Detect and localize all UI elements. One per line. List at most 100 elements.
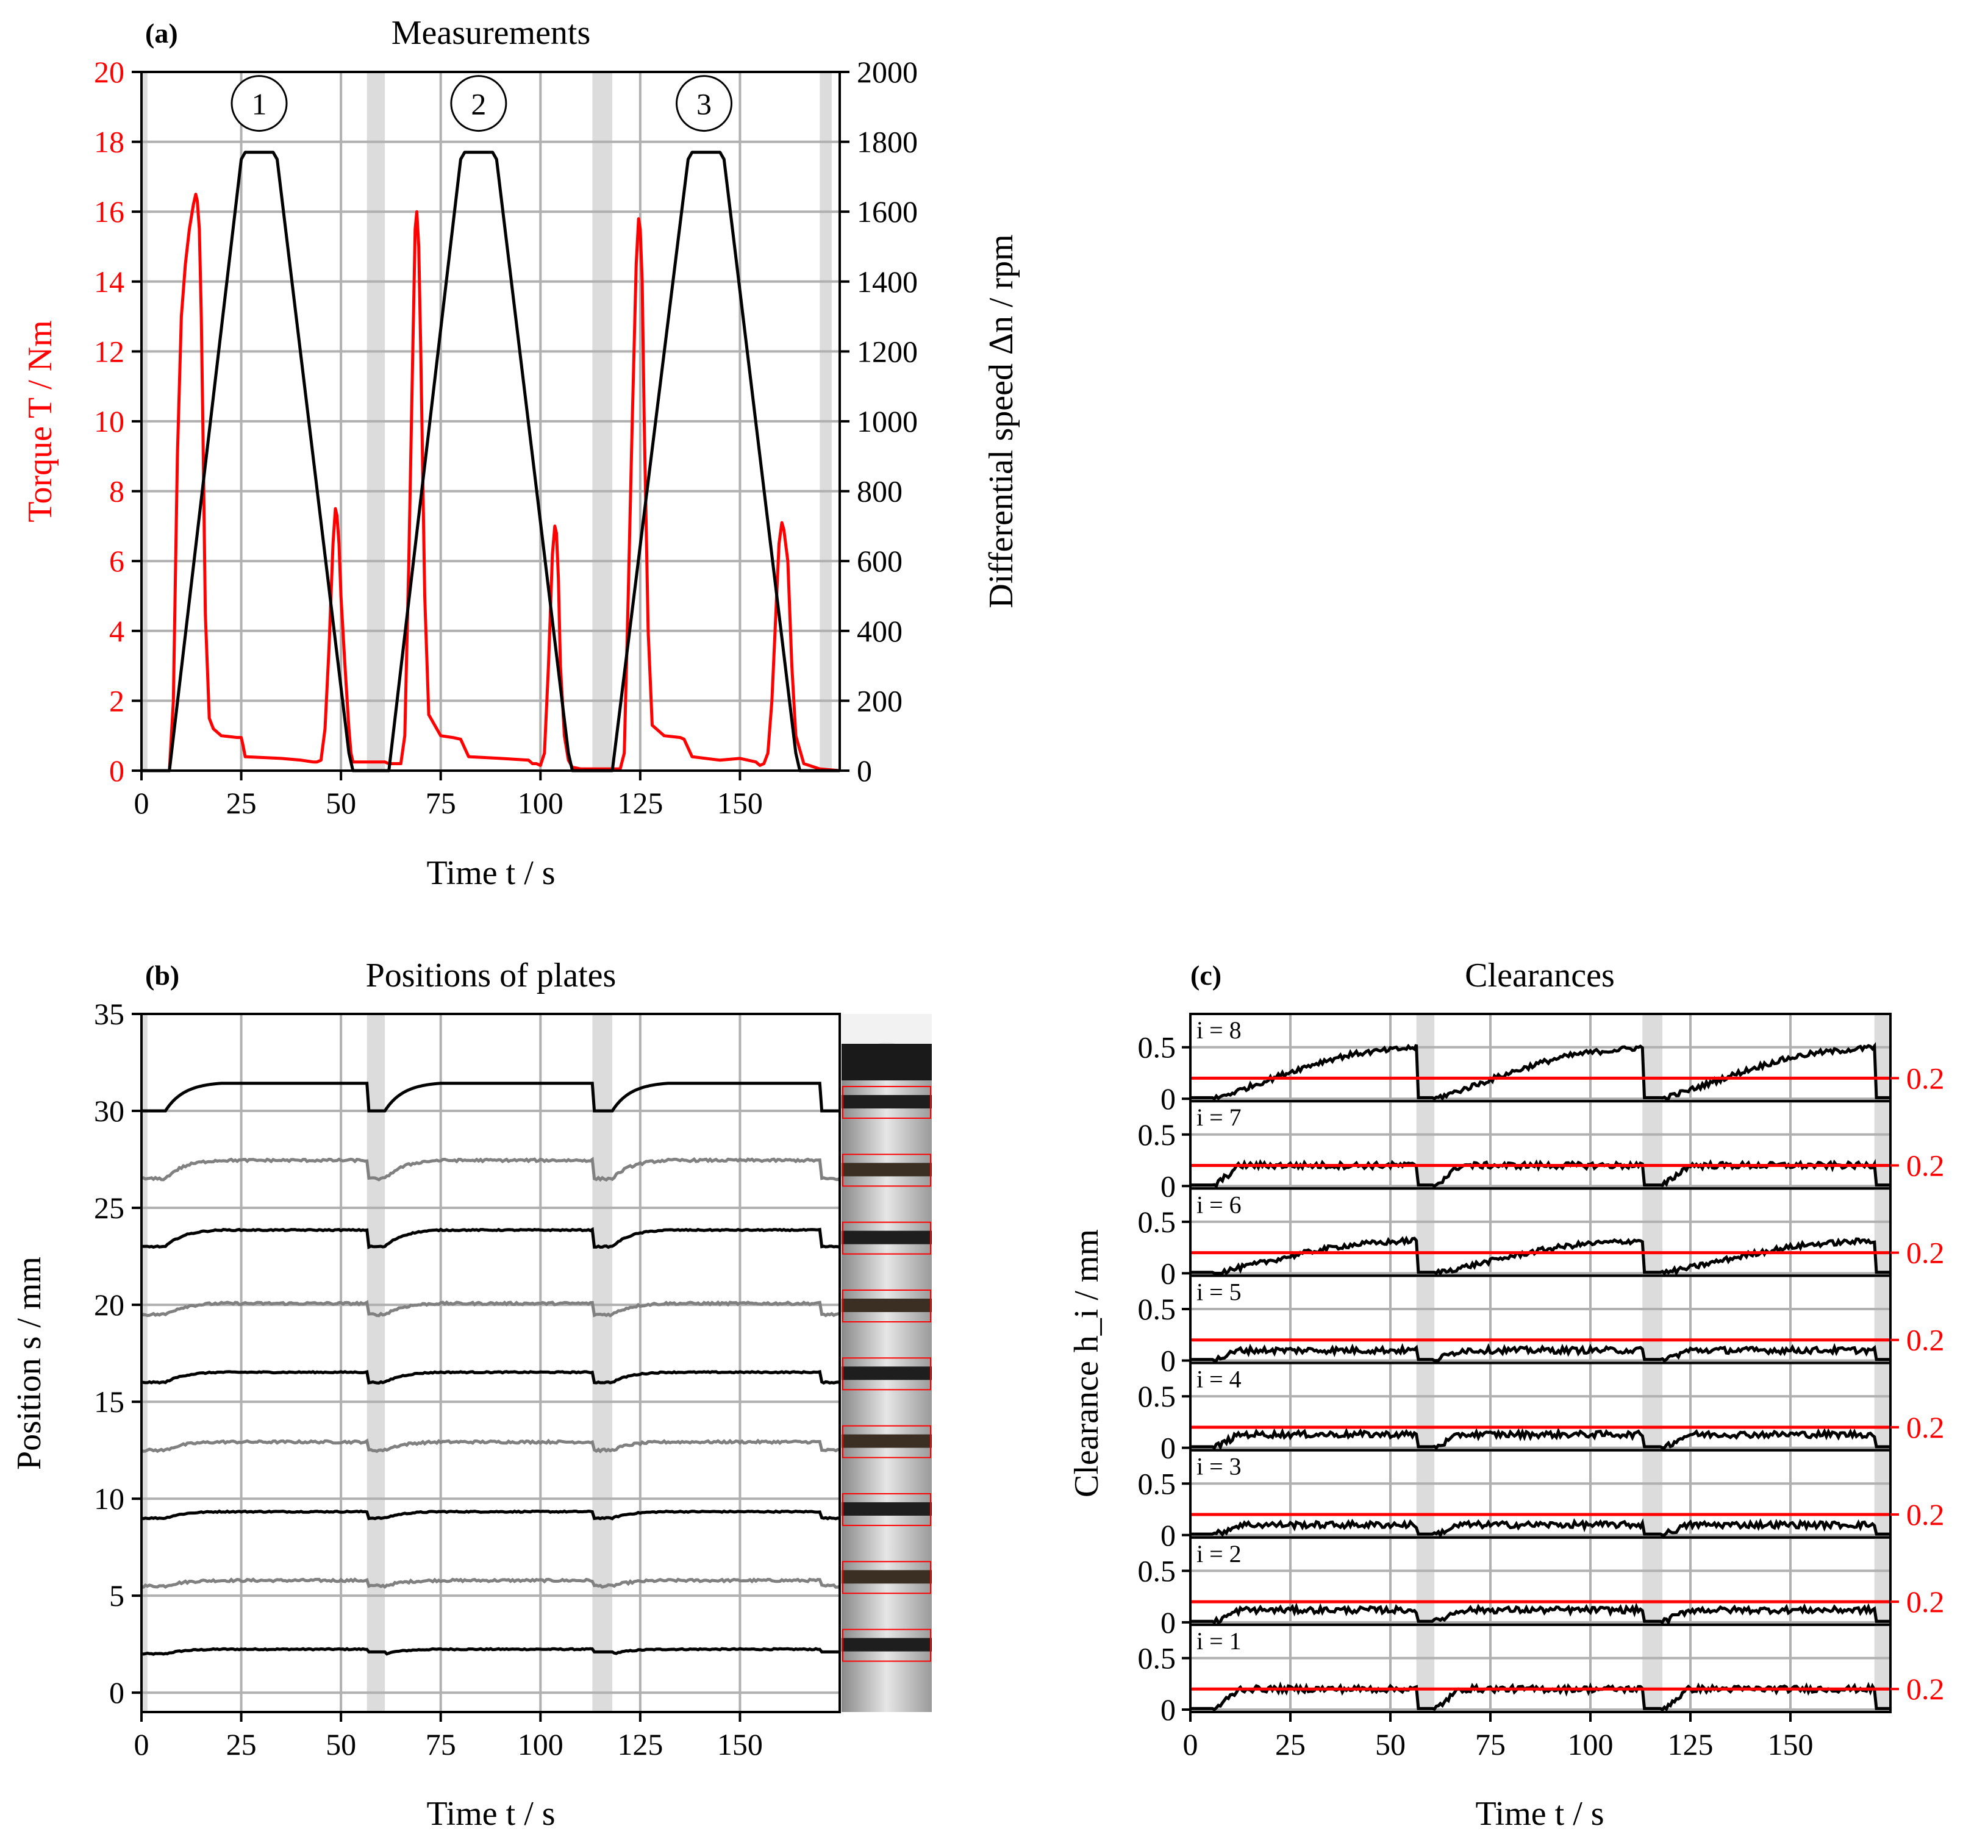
a-y2tick-label-2000: 2000	[857, 55, 918, 89]
c-subplot-frame-7	[1189, 1100, 1892, 1190]
a-y-label: Torque T / Nm	[21, 320, 59, 523]
b-ytick-label-5: 5	[109, 1579, 124, 1613]
a-ytick-label-0: 0	[109, 754, 124, 788]
b-plate-line-2	[141, 1577, 841, 1589]
inset-plate-band-4	[842, 1434, 932, 1448]
c-subplot-label-8: i = 8	[1196, 1016, 1242, 1044]
b-y-ticks: 0 5 10 15 20 25 30 35	[94, 997, 141, 1710]
c-subplot-label-6: i = 6	[1196, 1191, 1242, 1218]
c-threshold-label: 0.2	[1906, 1148, 1945, 1182]
a-ytick-label-6: 6	[109, 544, 124, 578]
c-shade-band	[1874, 1624, 1890, 1712]
c-shade-band	[1416, 1450, 1435, 1538]
c-subplot-i-5: i = 5 0 0.5 0.2	[1138, 1274, 1945, 1378]
b-xtick-label-0: 0	[134, 1727, 149, 1761]
c-panel-label: (c)	[1190, 960, 1221, 991]
c-subplot-label-4: i = 4	[1196, 1366, 1242, 1393]
c-subplot-frame-6	[1189, 1187, 1892, 1277]
a-y2tick-label-200: 200	[857, 683, 903, 718]
c-shade-band	[1416, 1188, 1435, 1276]
c-shade-band	[1416, 1275, 1435, 1363]
a-series	[141, 151, 840, 772]
c-clearance-line-3	[1190, 1518, 1890, 1539]
c-ytick-label: 0	[1160, 1693, 1176, 1727]
b-ytick-label-25: 25	[94, 1191, 124, 1225]
a-y2tick-label-800: 800	[857, 474, 903, 508]
inset-plate-band-1	[842, 1638, 932, 1652]
camera-top-dome	[842, 1014, 932, 1073]
c-x-ticks: 0 25 50 75 100 125 150	[1183, 1712, 1814, 1761]
inset-plate-box-6	[842, 1289, 931, 1322]
c-subplot-frame-8	[1189, 1013, 1892, 1103]
b-series	[141, 1082, 841, 1656]
c-shade-band	[1874, 1450, 1890, 1538]
a-y2-ticks: 0 200 400 600 800 1000 1200 1400 1600 1800 2000	[840, 55, 918, 788]
b-y-label: Position s / mm	[10, 1257, 48, 1470]
b-plate-line-4	[141, 1438, 840, 1454]
c-shade-band	[1642, 1624, 1663, 1712]
c-shade-band	[1874, 1537, 1890, 1625]
a-xtick-label-125: 125	[617, 786, 663, 820]
c-ytick-label: 0	[1160, 1605, 1176, 1639]
c-title: Clearances	[1465, 957, 1615, 994]
c-ytick-label: 0	[1160, 1431, 1176, 1465]
c-ytick-label: 0	[1160, 1082, 1176, 1116]
c-subplot-label-7: i = 7	[1196, 1104, 1242, 1131]
c-xtick-label-25: 25	[1275, 1727, 1306, 1761]
a-y2tick-label-1800: 1800	[857, 125, 918, 159]
c-shade-band	[1642, 1188, 1663, 1276]
inset-plate-box-2	[842, 1561, 931, 1594]
a-xtick-label-75: 75	[426, 786, 456, 820]
a-ytick-label-8: 8	[109, 474, 124, 508]
a-title: Measurements	[392, 14, 591, 52]
b-plate-line-6	[141, 1300, 840, 1318]
c-ytick-label: 0	[1160, 1256, 1176, 1290]
a-torque-line	[141, 193, 840, 772]
c-ytick-label: 0.5	[1138, 1379, 1176, 1413]
c-subplot-i-7: i = 7 0 0.5 0.2	[1138, 1100, 1945, 1203]
c-subplot-label-1: i = 1	[1196, 1627, 1242, 1655]
b-plate-line-9	[141, 1082, 840, 1113]
c-shade-band	[1642, 1275, 1663, 1363]
b-plate-line-8	[141, 1157, 841, 1182]
b-x-ticks: 0 25 50 75 100 125 150	[134, 1712, 763, 1761]
c-clearance-line-6	[1190, 1235, 1890, 1277]
a-cycle-marker-circle-2	[450, 75, 507, 132]
b-xtick-label-25: 25	[226, 1727, 257, 1761]
c-subplot-i-1: i = 1 0 0.5 0.2	[1138, 1623, 1945, 1727]
a-ytick-label-10: 10	[94, 404, 124, 438]
c-threshold-label: 0.2	[1906, 1585, 1945, 1619]
b-plot-frame	[140, 1013, 841, 1713]
a-speed-line	[141, 151, 840, 772]
a-cycle-marker-circle-1	[231, 75, 288, 132]
a-y2tick-label-1600: 1600	[857, 194, 918, 229]
a-panel-label: (a)	[145, 18, 178, 49]
c-shade-band	[1416, 1537, 1435, 1625]
c-shade-band	[1642, 1363, 1663, 1450]
inset-plate-band-7	[842, 1230, 932, 1244]
inset-plate-box-8	[842, 1154, 931, 1187]
c-shade-band	[1642, 1537, 1663, 1625]
c-shade-band	[1416, 1624, 1435, 1712]
c-ytick-label: 0.5	[1138, 1030, 1176, 1065]
a-y-ticks: 0 2 4 6 8 10 12 14 16 18 20	[94, 55, 141, 788]
inset-plate-band-8	[842, 1163, 932, 1177]
c-clearance-line-8	[1190, 1042, 1890, 1102]
a-y2tick-label-1000: 1000	[857, 404, 918, 438]
c-threshold-label: 0.2	[1906, 1236, 1945, 1270]
inset-plate-box-4	[842, 1425, 931, 1458]
b-ytick-label-35: 35	[94, 997, 124, 1031]
c-shade-band	[1416, 1363, 1435, 1450]
b-shade-band-2	[592, 1014, 613, 1712]
b-plate-line-5	[141, 1369, 840, 1385]
b-ytick-label-20: 20	[94, 1288, 124, 1322]
c-subplot-label-5: i = 5	[1196, 1278, 1242, 1305]
b-ytick-label-30: 30	[94, 1094, 124, 1128]
b-plate-line-3	[141, 1509, 840, 1521]
b-shade-band-0	[141, 1014, 148, 1712]
b-ytick-label-10: 10	[94, 1482, 124, 1516]
b-camera-inset	[842, 1014, 932, 1712]
c-threshold-label: 0.2	[1906, 1061, 1945, 1095]
c-ytick-label: 0	[1160, 1518, 1176, 1552]
a-ytick-label-20: 20	[94, 55, 124, 89]
